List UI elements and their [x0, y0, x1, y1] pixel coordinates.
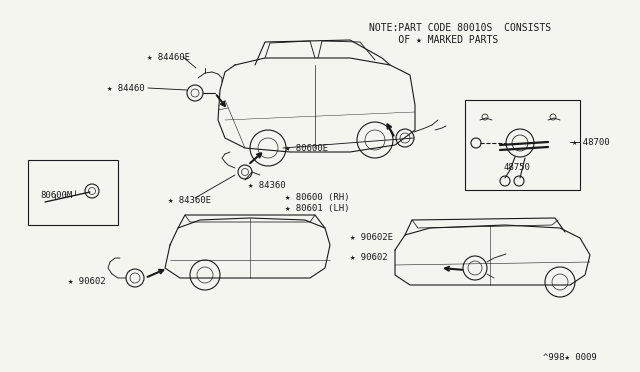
Text: ★ 90602: ★ 90602	[68, 278, 106, 286]
Text: ★ 90602E: ★ 90602E	[350, 232, 393, 241]
Text: ★ 80600E: ★ 80600E	[285, 144, 328, 153]
Bar	[28, 160, 118, 225]
Text: ★ 80601 (LH): ★ 80601 (LH)	[285, 203, 349, 212]
Text: ★ 84460: ★ 84460	[107, 83, 145, 93]
Text: ★ 90602: ★ 90602	[350, 253, 388, 262]
Text: 80600M: 80600M	[40, 190, 72, 199]
Text: OF ★ MARKED PARTS: OF ★ MARKED PARTS	[369, 35, 499, 45]
Text: ^998★ 0009: ^998★ 0009	[543, 353, 596, 362]
Text: ★ 48700: ★ 48700	[572, 138, 610, 147]
Text: ★ 84360E: ★ 84360E	[168, 196, 211, 205]
Text: NOTE:PART CODE 80010S  CONSISTS: NOTE:PART CODE 80010S CONSISTS	[369, 23, 551, 33]
Text: 48750: 48750	[503, 163, 530, 171]
Bar	[465, 100, 580, 190]
Text: ★ 84360: ★ 84360	[248, 180, 285, 189]
Text: ★ 80600 (RH): ★ 80600 (RH)	[285, 192, 349, 202]
Text: ★ 84460E: ★ 84460E	[147, 52, 190, 61]
